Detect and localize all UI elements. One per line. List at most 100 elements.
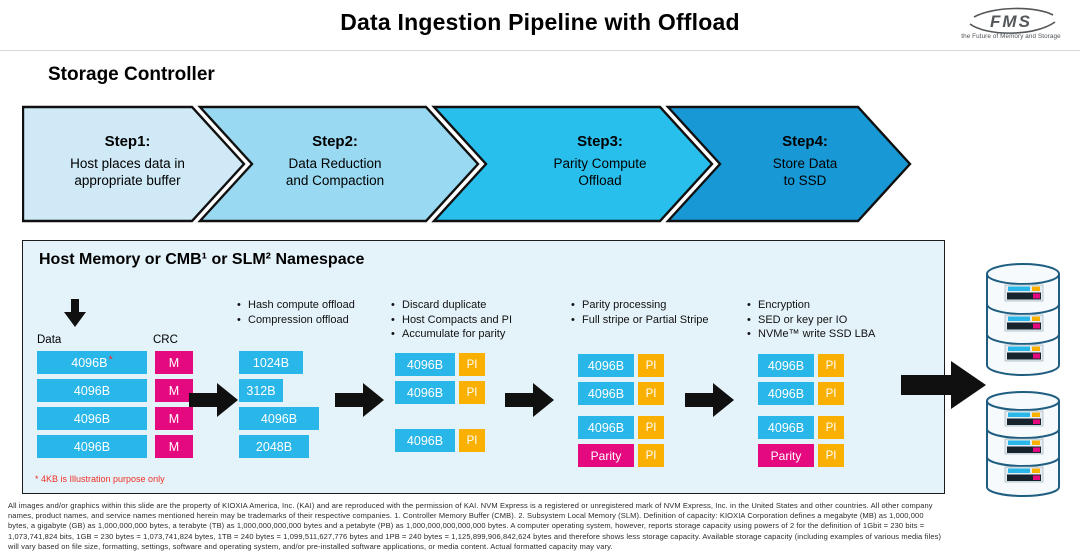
- col1-row: 4096B M: [37, 407, 193, 430]
- footer-line: 1,073,741,824 bits, 1GB = 230 bytes = 1,…: [8, 531, 942, 541]
- data-block: 4096B: [239, 407, 319, 430]
- data-column-label: Data: [37, 334, 62, 346]
- illustration-footnote: * 4KB is Illustration purpose only: [35, 474, 165, 484]
- pi-block: PI: [818, 444, 844, 467]
- col2-blocks: 1024B 312B 4096B 2048B: [239, 351, 319, 463]
- pi-block: PI: [638, 444, 664, 467]
- bullet-item: Discard duplicate: [389, 298, 564, 313]
- fms-logo-tagline: the Future of Memory and Storage: [961, 33, 1061, 40]
- step2-desc: Data Reduction and Compaction: [285, 156, 385, 188]
- step2-name: Step2:: [312, 133, 358, 150]
- host-memory-title: Host Memory or CMB¹ or SLM² Namespace: [39, 251, 365, 268]
- pi-block: PI: [818, 354, 844, 377]
- step3-name: Step3:: [577, 133, 623, 150]
- pi-block: PI: [818, 416, 844, 439]
- step1-label: Step1: Host places data in appropriate b…: [30, 133, 225, 189]
- legal-footer: All images and/or graphics within this s…: [8, 501, 1074, 552]
- pi-block: PI: [459, 429, 485, 452]
- col2-bullets: Hash compute offload Compression offload: [235, 298, 405, 327]
- col1-row: 4096B M: [37, 379, 193, 402]
- crc-column-label: CRC: [153, 334, 178, 346]
- parity-block: Parity: [758, 444, 814, 467]
- pi-block: PI: [459, 381, 485, 404]
- parity-block: Parity: [578, 444, 634, 467]
- step1-desc: Host places data in appropriate buffer: [70, 156, 185, 188]
- ssd-card-icon: [1004, 466, 1044, 483]
- data-block: 4096B: [395, 381, 455, 404]
- step4-chevron-shape: [665, 105, 912, 223]
- data-block: 2048B: [239, 435, 309, 458]
- crc-block: M: [155, 435, 193, 458]
- down-arrow-icon: [64, 299, 86, 327]
- data-block: 4096B: [578, 382, 634, 405]
- data-block: 4096B: [395, 429, 455, 452]
- fms-logo-text: FMS: [990, 12, 1032, 31]
- crc-block: M: [155, 351, 193, 374]
- data-block: 4096B: [395, 353, 455, 376]
- bullet-item: NVMe™ write SSD LBA: [745, 327, 935, 342]
- step3-label: Step3: Parity Compute Offload: [490, 133, 710, 189]
- bullet-item: Accumulate for parity: [389, 327, 564, 342]
- col4-blocks: 4096B PI 4096B PI 4096B PI Parity PI: [578, 354, 664, 472]
- right-arrow-icon: [685, 383, 734, 417]
- ssd-disk-stack-icon: [986, 263, 1060, 376]
- col3-bullets: Discard duplicate Host Compacts and PI A…: [389, 298, 564, 342]
- pi-block: PI: [818, 382, 844, 405]
- ssd-card-icon: [1004, 284, 1044, 302]
- data-block: 4096B: [578, 354, 634, 377]
- page-title: Data Ingestion Pipeline with Offload: [340, 9, 740, 35]
- crc-block: M: [155, 379, 193, 402]
- data-block: 4096B: [758, 382, 814, 405]
- step1-name: Step1:: [104, 133, 151, 150]
- step4-desc: Store Data to SSD: [772, 156, 838, 188]
- ssd-card-icon: [1004, 344, 1044, 362]
- data-block: 4096B *: [37, 351, 147, 374]
- step2-chevron-shape: [197, 105, 480, 223]
- data-block: 4096B: [578, 416, 634, 439]
- bullet-item: Full stripe or Partial Stripe: [569, 313, 754, 328]
- step2-label: Step2: Data Reduction and Compaction: [240, 133, 430, 189]
- storage-controller-title: Storage Controller: [48, 64, 215, 85]
- footer-line: will vary based on file size, formatting…: [8, 541, 613, 551]
- red-asterisk: *: [108, 353, 113, 366]
- bullet-item: Host Compacts and PI: [389, 313, 564, 328]
- data-block: 312B: [239, 379, 283, 402]
- data-block: 4096B: [37, 379, 147, 402]
- data-block: 4096B: [37, 407, 147, 430]
- ssd-card-icon: [1004, 410, 1044, 427]
- header-divider: [0, 50, 1080, 51]
- big-right-arrow-icon: [901, 361, 986, 409]
- step4-label: Step4: Store Data to SSD: [700, 133, 910, 189]
- pi-block: PI: [638, 382, 664, 405]
- col1-row: 4096B * M: [37, 351, 193, 374]
- right-arrow-icon: [189, 383, 238, 417]
- ssd-card-icon: [1004, 314, 1044, 332]
- pi-block: PI: [638, 416, 664, 439]
- col5-blocks: 4096B PI 4096B PI 4096B PI Parity PI: [758, 354, 844, 472]
- step3-desc: Parity Compute Offload: [553, 156, 647, 188]
- step1-chevron-shape: [22, 105, 246, 223]
- pipeline-chevrons: [22, 105, 912, 223]
- right-arrow-icon: [335, 383, 384, 417]
- step3-chevron-shape: [431, 105, 714, 223]
- ssd-disk-stack-icon: [986, 391, 1060, 497]
- col1-row: 4096B M: [37, 435, 193, 458]
- step4-name: Step4:: [782, 133, 828, 150]
- footer-line: names, product names, and service names …: [8, 511, 924, 521]
- bullet-item: Hash compute offload: [235, 298, 405, 313]
- col4-bullets: Parity processing Full stripe or Partial…: [569, 298, 754, 327]
- right-arrow-icon: [505, 383, 554, 417]
- footer-line: bytes, a gigabyte (GB) as 1,000,000,000 …: [8, 521, 925, 531]
- bullet-item: Encryption: [745, 298, 935, 313]
- host-memory-box: Host Memory or CMB¹ or SLM² Namespace Da…: [22, 240, 945, 494]
- data-block: 4096B: [758, 416, 814, 439]
- data-block: 1024B: [239, 351, 303, 374]
- bullet-item: Compression offload: [235, 313, 405, 328]
- bullet-item: SED or key per IO: [745, 313, 935, 328]
- crc-block: M: [155, 407, 193, 430]
- footer-line: All images and/or graphics within this s…: [8, 501, 933, 510]
- col1-blocks: 4096B * M 4096B M 4096B M 4096B M: [37, 351, 193, 463]
- pi-block: PI: [638, 354, 664, 377]
- col3-blocks: 4096B PI 4096B PI 4096B PI: [395, 353, 485, 457]
- col5-bullets: Encryption SED or key per IO NVMe™ write…: [745, 298, 935, 342]
